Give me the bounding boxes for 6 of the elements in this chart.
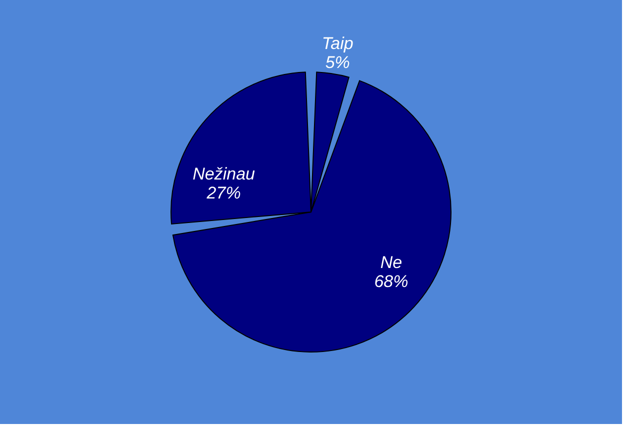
slice-label: Taip <box>322 34 354 54</box>
slice-label: Ne <box>380 252 402 272</box>
data-label: 5% <box>325 53 350 72</box>
data-label: 68% <box>374 272 408 291</box>
slice-label: Nežinau <box>192 164 256 184</box>
data-label: 27% <box>206 183 241 202</box>
